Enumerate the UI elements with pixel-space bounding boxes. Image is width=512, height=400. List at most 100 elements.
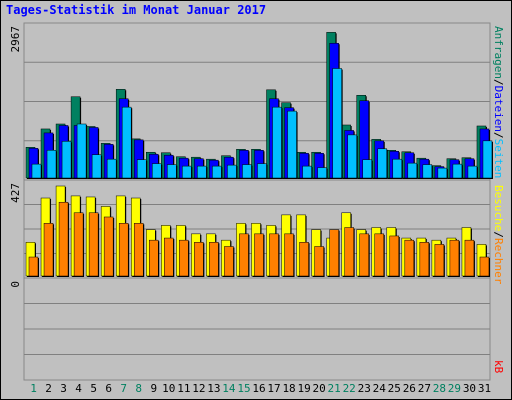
- bar-rechner-31: [479, 256, 490, 277]
- bar-seiten-6: [106, 158, 117, 179]
- x-tick-label: 1: [30, 382, 37, 395]
- legend-separator: /: [492, 79, 505, 86]
- y-max-label-top: 2967: [9, 26, 22, 53]
- bar-seiten-11: [182, 165, 192, 179]
- bar-seiten-26: [407, 162, 418, 179]
- x-tick-label: 20: [313, 382, 326, 395]
- x-tick-label: 27: [418, 382, 431, 395]
- bar-rechner-12: [194, 242, 204, 277]
- bar-seiten-7: [121, 106, 132, 179]
- bar-seiten-5: [91, 154, 102, 179]
- bar-seiten-24: [377, 148, 387, 179]
- right-legend-bottom: kB: [492, 360, 505, 374]
- bar-rechner-24: [374, 233, 384, 277]
- bar-rechner-7: [118, 223, 129, 277]
- bar-rechner-5: [88, 212, 99, 277]
- right-legend-top: Anfragen/Dateien/Seiten: [492, 26, 505, 178]
- bar-rechner-19: [299, 242, 309, 277]
- bar-rechner-2: [43, 223, 54, 277]
- x-tick-label: 30: [463, 382, 476, 395]
- x-tick-label: 12: [192, 382, 205, 395]
- legend-rechner: Rechner: [492, 238, 505, 285]
- x-tick-label: 7: [120, 382, 127, 395]
- bar-rechner-16: [254, 233, 264, 277]
- bar-seiten-31: [482, 140, 493, 179]
- bar-seiten-29: [452, 163, 463, 179]
- legend-separator: /: [492, 132, 505, 139]
- bar-seiten-17: [272, 106, 282, 179]
- bar-seiten-23: [362, 159, 372, 179]
- bar-rechner-13: [209, 242, 219, 277]
- bar-seiten-22: [347, 134, 357, 179]
- bar-seiten-30: [467, 165, 478, 179]
- bar-rechner-18: [284, 233, 294, 277]
- x-tick-label: 15: [237, 382, 250, 395]
- bar-rechner-11: [179, 239, 189, 277]
- y-max-label-bottom: 0: [9, 281, 22, 288]
- bar-seiten-10: [167, 164, 177, 179]
- bar-seiten-25: [392, 158, 403, 179]
- bar-rechner-27: [419, 242, 430, 277]
- x-tick-label: 31: [478, 382, 491, 395]
- bar-seiten-9: [152, 163, 162, 179]
- bar-seiten-28: [437, 167, 448, 179]
- bar-seiten-1: [31, 163, 42, 179]
- bar-rechner-3: [58, 201, 69, 277]
- bar-seiten-20: [317, 167, 327, 179]
- legend-kb: kB: [492, 360, 505, 374]
- bar-rechner-23: [359, 233, 369, 277]
- bar-rechner-14: [224, 246, 234, 277]
- bar-rechner-1: [28, 256, 39, 277]
- bar-rechner-26: [404, 239, 415, 277]
- x-tick-label: 19: [297, 382, 310, 395]
- bar-rechner-25: [389, 235, 400, 277]
- bar-seiten-13: [212, 165, 222, 179]
- bar-rechner-9: [149, 239, 159, 277]
- x-tick-label: 29: [448, 382, 461, 395]
- bar-seiten-15: [242, 164, 252, 179]
- bar-rechner-21: [329, 229, 339, 277]
- bar-rechner-17: [269, 233, 279, 277]
- legend-seiten: Seiten: [492, 139, 505, 179]
- x-tick-label: 8: [135, 382, 142, 395]
- x-tick-label: 11: [177, 382, 190, 395]
- x-tick-label: 28: [433, 382, 446, 395]
- x-tick-label: 4: [75, 382, 82, 395]
- bar-seiten-21: [332, 68, 342, 179]
- bar-rechner-30: [464, 239, 475, 277]
- legend-dateien: Dateien: [492, 86, 505, 132]
- x-tick-label: 16: [252, 382, 265, 395]
- bar-rechner-15: [239, 233, 249, 277]
- bar-seiten-4: [76, 123, 87, 179]
- x-tick-label: 6: [105, 382, 112, 395]
- legend-anfragen: Anfragen: [492, 26, 505, 79]
- bar-rechner-28: [434, 244, 445, 277]
- bar-rechner-20: [314, 246, 324, 277]
- bar-seiten-18: [287, 110, 297, 179]
- bar-seiten-19: [302, 165, 312, 179]
- x-tick-label: 18: [282, 382, 295, 395]
- bar-rechner-10: [164, 237, 174, 277]
- bar-rechner-4: [73, 212, 84, 277]
- y-max-label-middle: 427: [9, 183, 22, 203]
- legend-besuche: Besuche: [492, 185, 505, 231]
- x-tick-label: 14: [222, 382, 236, 395]
- bar-rechner-22: [344, 227, 354, 277]
- x-tick-label: 2: [45, 382, 52, 395]
- x-tick-label: 5: [90, 382, 97, 395]
- right-legend-middle: Besuche/Rechner: [492, 185, 505, 285]
- x-tick-label: 3: [60, 382, 67, 395]
- bar-rechner-29: [449, 239, 460, 277]
- bar-seiten-14: [227, 164, 237, 179]
- bar-seiten-3: [61, 141, 72, 179]
- x-tick-label: 22: [343, 382, 356, 395]
- x-tick-label: 23: [358, 382, 371, 395]
- bar-seiten-8: [136, 159, 147, 179]
- x-tick-label: 9: [150, 382, 157, 395]
- x-tick-label: 26: [403, 382, 416, 395]
- bar-seiten-2: [46, 150, 57, 179]
- bar-rechner-8: [133, 223, 144, 277]
- x-tick-label: 17: [267, 382, 280, 395]
- legend-separator: /: [492, 231, 505, 238]
